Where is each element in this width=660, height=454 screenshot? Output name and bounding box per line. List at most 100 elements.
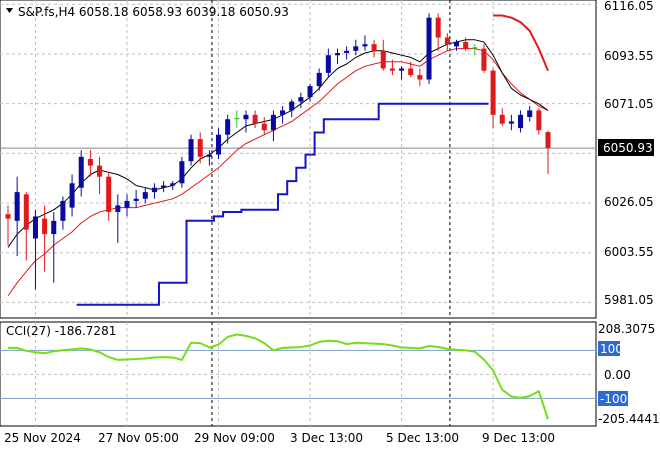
candle[interactable] xyxy=(234,110,240,129)
candle[interactable] xyxy=(261,117,267,135)
candle[interactable] xyxy=(23,192,29,261)
candle[interactable] xyxy=(161,181,167,193)
candle[interactable] xyxy=(362,35,368,51)
candle[interactable] xyxy=(97,156,103,195)
candle[interactable] xyxy=(508,114,514,131)
candle-body xyxy=(380,50,386,69)
candle[interactable] xyxy=(60,196,66,230)
candle[interactable] xyxy=(188,134,194,166)
candle[interactable] xyxy=(453,39,459,51)
candle[interactable] xyxy=(435,13,441,51)
session-separators xyxy=(211,0,451,426)
candle[interactable] xyxy=(225,114,231,144)
candle[interactable] xyxy=(353,39,359,56)
candle[interactable] xyxy=(115,194,121,243)
candle-body xyxy=(371,44,377,51)
candle[interactable] xyxy=(32,209,38,290)
candles[interactable] xyxy=(5,13,551,290)
candle[interactable] xyxy=(426,13,432,84)
cci-level-badge xyxy=(598,391,628,406)
price-label: 6093.55 xyxy=(604,49,654,63)
candle[interactable] xyxy=(197,132,203,164)
candle-body xyxy=(490,70,496,115)
candle-body xyxy=(161,185,167,188)
candle-body xyxy=(261,123,267,131)
candle[interactable] xyxy=(289,99,295,118)
candle[interactable] xyxy=(490,68,496,129)
candle[interactable] xyxy=(42,205,48,272)
candle-body xyxy=(115,205,121,212)
candle[interactable] xyxy=(298,92,304,109)
candle-body xyxy=(307,86,313,98)
candle[interactable] xyxy=(545,130,551,175)
candle[interactable] xyxy=(325,48,331,78)
candle[interactable] xyxy=(124,194,130,217)
candle[interactable] xyxy=(316,68,322,91)
candle-body xyxy=(270,114,276,131)
candle[interactable] xyxy=(344,46,350,60)
candle-body xyxy=(252,114,258,124)
indicator-axis: 208.3075 100 0.00 -100 -205.4441 xyxy=(598,322,660,426)
candle[interactable] xyxy=(481,44,487,73)
candle-body xyxy=(289,101,295,111)
candle-body xyxy=(417,75,423,80)
time-label: 29 Nov 09:00 xyxy=(194,431,275,445)
candle-body xyxy=(23,194,29,230)
candle[interactable] xyxy=(270,110,276,142)
time-axis: 25 Nov 2024 27 Nov 05:00 29 Nov 09:00 3 … xyxy=(4,431,555,445)
candle[interactable] xyxy=(280,106,286,124)
candle-body xyxy=(32,216,38,239)
candle[interactable] xyxy=(51,212,57,283)
candle-body xyxy=(142,192,148,199)
chevron-down-icon[interactable] xyxy=(6,8,13,13)
candle-body xyxy=(133,198,139,201)
candle[interactable] xyxy=(252,110,258,129)
cci-level-minus-100: -100 xyxy=(600,392,627,406)
candle[interactable] xyxy=(14,176,20,257)
candle-body xyxy=(408,68,414,76)
candle[interactable] xyxy=(380,39,386,71)
candle[interactable] xyxy=(334,48,341,65)
indicator-panel-frame xyxy=(0,321,597,427)
candle[interactable] xyxy=(243,110,249,133)
candle[interactable] xyxy=(389,59,395,76)
candle[interactable] xyxy=(472,44,478,56)
candle[interactable] xyxy=(69,174,75,217)
candle[interactable] xyxy=(371,39,377,58)
slow-moving-average-line xyxy=(7,48,549,297)
candle-body xyxy=(453,41,459,47)
candle[interactable] xyxy=(215,128,222,159)
candle[interactable] xyxy=(417,68,423,87)
candle[interactable] xyxy=(142,187,148,204)
candle[interactable] xyxy=(444,33,450,51)
candle[interactable] xyxy=(536,108,542,135)
candle[interactable] xyxy=(307,83,313,102)
candle-body xyxy=(215,134,222,155)
candle[interactable] xyxy=(206,150,212,166)
candle[interactable] xyxy=(518,110,524,133)
candle-body xyxy=(106,176,112,212)
candle[interactable] xyxy=(527,106,533,122)
candle[interactable] xyxy=(106,172,112,221)
candle-body xyxy=(426,17,432,80)
candle[interactable] xyxy=(399,66,405,80)
candle-body xyxy=(225,119,231,135)
candle[interactable] xyxy=(170,181,176,190)
candle[interactable] xyxy=(463,37,469,51)
candle-body xyxy=(316,72,322,87)
candle[interactable] xyxy=(78,150,84,197)
candle-body xyxy=(298,97,304,102)
candle[interactable] xyxy=(151,183,157,199)
candle-body xyxy=(78,156,84,188)
candle-body xyxy=(353,46,359,51)
candle[interactable] xyxy=(408,61,414,78)
candle-body xyxy=(545,132,551,149)
candle[interactable] xyxy=(499,108,505,126)
price-label: 5981.05 xyxy=(604,293,654,307)
candle[interactable] xyxy=(179,156,185,188)
candle[interactable] xyxy=(87,150,93,177)
candle[interactable] xyxy=(133,189,139,208)
candle[interactable] xyxy=(5,205,11,246)
